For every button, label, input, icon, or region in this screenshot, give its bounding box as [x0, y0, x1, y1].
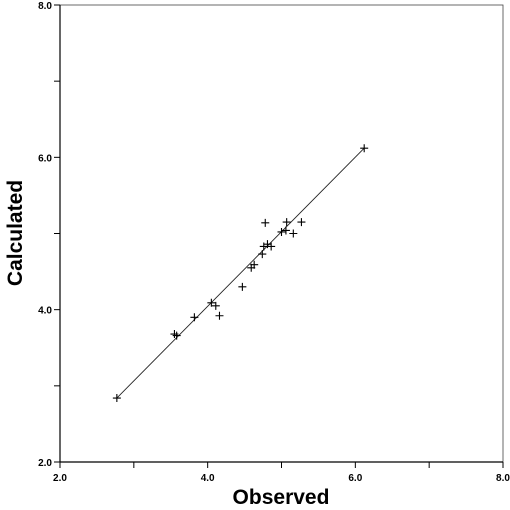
y-tick-label: 2.0	[38, 458, 52, 469]
data-point	[258, 250, 267, 259]
data-points	[112, 144, 369, 403]
data-point	[112, 394, 121, 403]
x-axis-tick-labels: 2.0 4.0 6.0 8.0	[53, 473, 510, 484]
y-axis-tick-labels: 2.0 4.0 6.0 8.0	[38, 1, 52, 469]
fit-line-layer	[116, 147, 365, 399]
data-point	[207, 298, 216, 307]
data-point	[282, 218, 291, 227]
x-axis-ticks	[59, 462, 504, 468]
data-point	[172, 331, 181, 340]
y-tick-label: 8.0	[38, 1, 52, 12]
data-point	[261, 218, 270, 227]
y-axis-ticks	[54, 4, 60, 463]
data-point	[238, 282, 247, 291]
data-point	[281, 226, 290, 235]
y-tick-label: 6.0	[38, 153, 52, 164]
x-tick-label: 4.0	[201, 473, 215, 484]
data-point	[267, 242, 276, 251]
data-point	[360, 144, 369, 153]
data-point	[277, 227, 286, 236]
data-point	[289, 229, 298, 238]
x-tick-label: 6.0	[348, 473, 362, 484]
data-point	[297, 218, 306, 227]
data-point	[190, 313, 199, 322]
x-axis-title: Observed	[233, 486, 330, 509]
data-point	[215, 311, 224, 320]
data-point	[211, 301, 220, 310]
x-tick-label: 8.0	[496, 473, 510, 484]
fit-line	[116, 147, 365, 399]
y-axis-title: Calculated	[4, 180, 27, 286]
data-point	[250, 260, 259, 269]
x-tick-label: 2.0	[53, 473, 67, 484]
y-tick-label: 4.0	[38, 306, 52, 317]
